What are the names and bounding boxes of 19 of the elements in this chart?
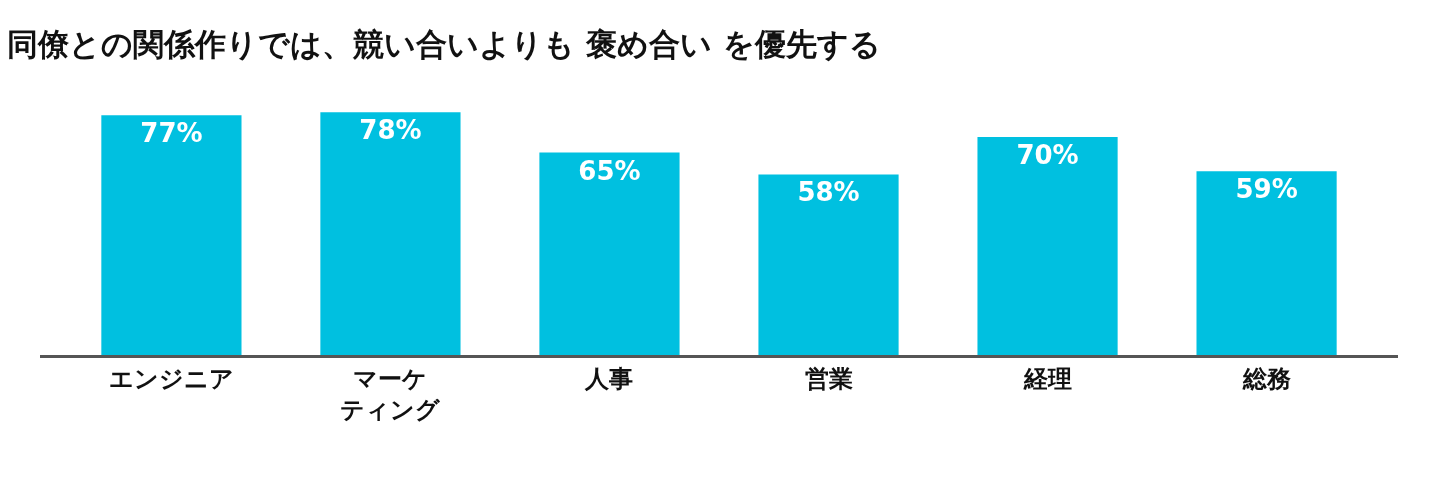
data-label: 78% (359, 115, 422, 146)
bar (320, 112, 461, 355)
bar (539, 152, 680, 355)
bar (101, 115, 242, 355)
bar (977, 137, 1118, 355)
data-label: 77% (140, 118, 203, 149)
x-tick-label: 人事 (584, 364, 634, 393)
data-label: 58% (797, 177, 860, 208)
x-tick-label: エンジニア (108, 364, 234, 393)
x-tick-label: 経理 (1022, 364, 1072, 393)
chart-title: 同僚との関係作りでは、競い合いよりも 褒め合い を優先する (7, 26, 881, 63)
data-label: 70% (1016, 140, 1079, 171)
x-tick-label: 営業 (804, 364, 853, 393)
data-label: 59% (1235, 174, 1298, 205)
x-tick-label: マーケティング (340, 364, 442, 424)
data-label: 65% (578, 155, 641, 186)
x-tick-label: 総務 (1241, 364, 1291, 393)
bar (1196, 171, 1337, 355)
bar (758, 174, 899, 355)
